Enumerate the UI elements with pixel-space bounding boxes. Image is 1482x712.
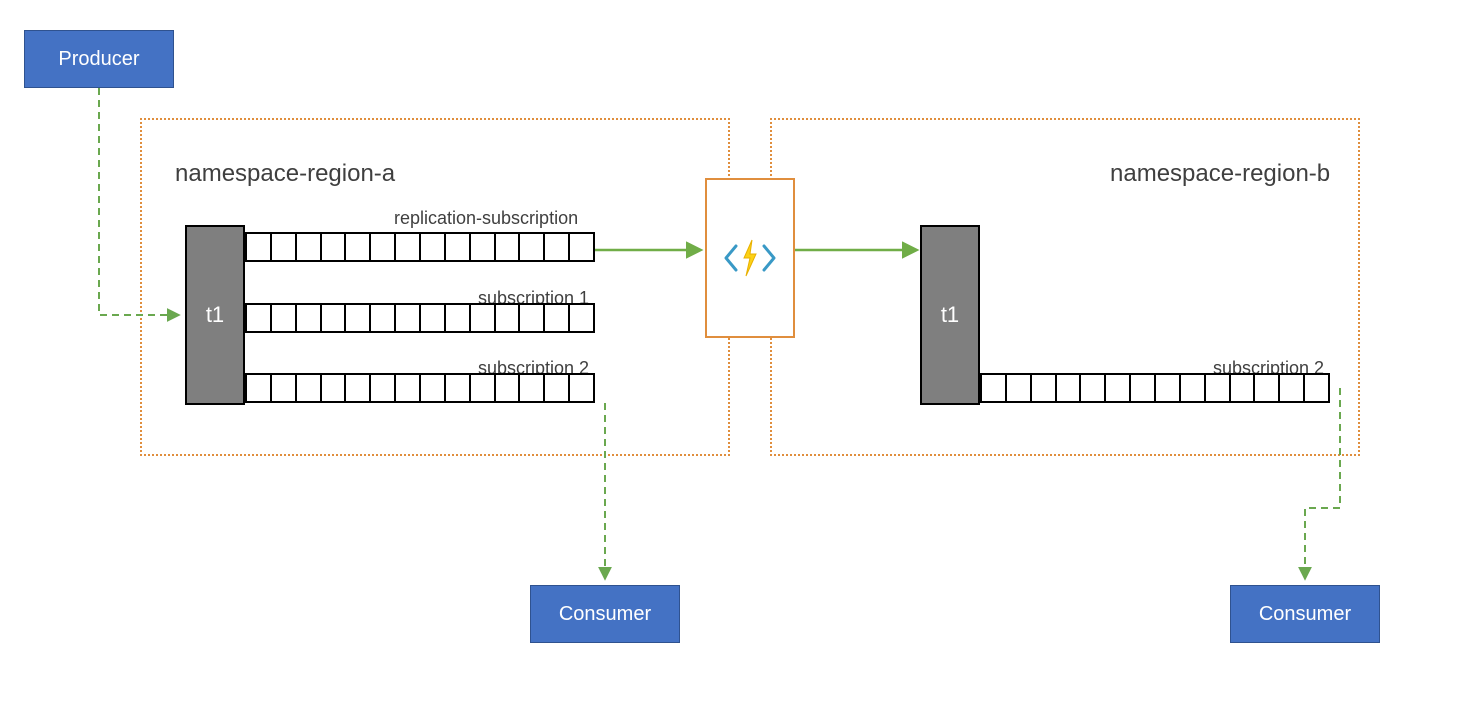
producer-label: Producer — [58, 48, 139, 71]
queue-cell — [446, 234, 471, 260]
queue-cell — [297, 375, 322, 401]
queue-cell — [545, 234, 570, 260]
queue-cell — [421, 375, 446, 401]
subscription-queue — [245, 373, 595, 403]
queue-cell — [1007, 375, 1032, 401]
queue-cell — [982, 375, 1007, 401]
queue-cell — [421, 305, 446, 331]
producer-box: Producer — [24, 30, 174, 88]
queue-cell — [1131, 375, 1156, 401]
queue-cell — [346, 375, 371, 401]
queue-cell — [1057, 375, 1082, 401]
subscription-label: replication-subscription — [394, 208, 578, 229]
queue-cell — [570, 305, 593, 331]
queue-cell — [421, 234, 446, 260]
topic-t1-region-b: t1 — [920, 225, 980, 405]
topic-t1-a-label: t1 — [206, 302, 224, 328]
queue-cell — [496, 375, 521, 401]
queue-cell — [396, 305, 421, 331]
queue-cell — [1106, 375, 1131, 401]
queue-cell — [346, 234, 371, 260]
consumer-b-box: Consumer — [1230, 585, 1380, 643]
queue-cell — [471, 234, 496, 260]
queue-cell — [396, 375, 421, 401]
queue-cell — [446, 305, 471, 331]
queue-cell — [247, 375, 272, 401]
queue-cell — [471, 375, 496, 401]
consumer-a-box: Consumer — [530, 585, 680, 643]
queue-cell — [1206, 375, 1231, 401]
queue-cell — [570, 375, 593, 401]
queue-cell — [322, 234, 347, 260]
queue-cell — [1280, 375, 1305, 401]
subscription-queue — [245, 232, 595, 262]
queue-cell — [297, 234, 322, 260]
subscription-queue — [245, 303, 595, 333]
queue-cell — [570, 234, 593, 260]
subscription-queue — [980, 373, 1330, 403]
queue-cell — [1305, 375, 1328, 401]
queue-cell — [1255, 375, 1280, 401]
namespace-region-a-label: namespace-region-a — [175, 160, 395, 188]
queue-cell — [371, 375, 396, 401]
queue-cell — [371, 234, 396, 260]
queue-cell — [1156, 375, 1181, 401]
azure-function-box — [705, 178, 795, 338]
queue-cell — [396, 234, 421, 260]
queue-cell — [322, 375, 347, 401]
azure-function-icon — [722, 234, 778, 282]
queue-cell — [322, 305, 347, 331]
queue-cell — [247, 234, 272, 260]
queue-cell — [471, 305, 496, 331]
queue-cell — [346, 305, 371, 331]
namespace-region-b-label: namespace-region-b — [1110, 160, 1330, 188]
consumer-b-label: Consumer — [1259, 603, 1351, 626]
queue-cell — [247, 305, 272, 331]
queue-cell — [297, 305, 322, 331]
queue-cell — [1081, 375, 1106, 401]
queue-cell — [496, 234, 521, 260]
queue-cell — [446, 375, 471, 401]
queue-cell — [272, 305, 297, 331]
queue-cell — [496, 305, 521, 331]
queue-cell — [520, 375, 545, 401]
queue-cell — [272, 234, 297, 260]
queue-cell — [272, 375, 297, 401]
queue-cell — [1032, 375, 1057, 401]
topic-t1-region-a: t1 — [185, 225, 245, 405]
queue-cell — [1231, 375, 1256, 401]
queue-cell — [520, 305, 545, 331]
queue-cell — [1181, 375, 1206, 401]
consumer-a-label: Consumer — [559, 603, 651, 626]
queue-cell — [545, 375, 570, 401]
queue-cell — [371, 305, 396, 331]
topic-t1-b-label: t1 — [941, 302, 959, 328]
queue-cell — [520, 234, 545, 260]
queue-cell — [545, 305, 570, 331]
